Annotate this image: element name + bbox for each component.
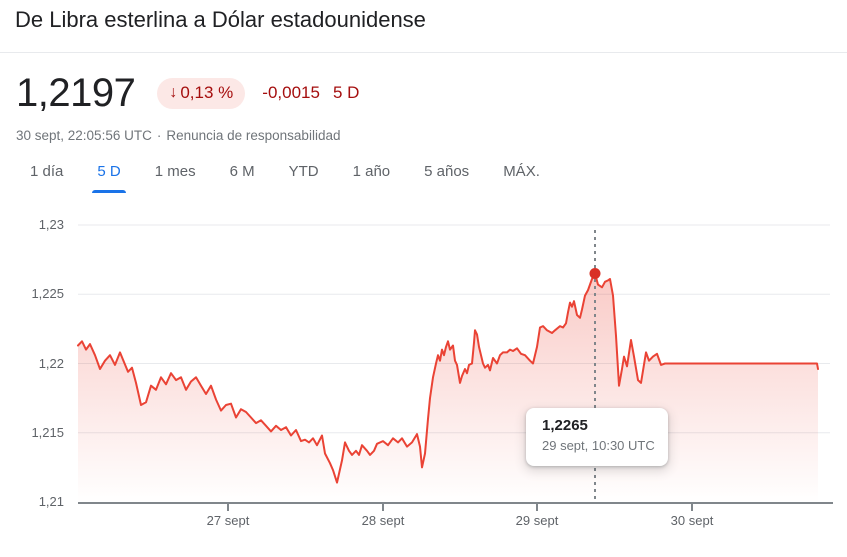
y-axis-label: 1,21 [38,494,64,509]
change-badge: ↓ 0,13 % [157,77,246,109]
y-axis-label: 1,22 [38,355,64,371]
tab-5-anos[interactable]: 5 años [424,163,470,180]
y-axis-label: 1,215 [31,424,64,440]
price-line [77,272,819,484]
x-axis-label: 30 sept [670,513,714,528]
change-absolute: -0,0015 5 D [262,83,359,103]
marker-dot [589,267,601,279]
y-axis-label: 1,225 [31,286,64,302]
arrow-down-icon: ↓ [169,84,178,101]
tab-max[interactable]: MÁX. [503,163,540,180]
tooltip-time: 29 sept, 10:30 UTC [542,438,655,453]
header-divider [0,52,847,53]
separator-dot: · [156,128,162,143]
change-value: -0,0015 [262,83,320,102]
x-axis-label: 27 sept [206,513,250,528]
tab-1-mes[interactable]: 1 mes [154,163,196,180]
area-fill [78,273,818,503]
tab-6-m[interactable]: 6 M [229,163,255,180]
page-title: De Libra esterlina a Dólar estadounidens… [15,7,426,32]
tab-1-dia[interactable]: 1 día [30,163,64,180]
quote-row: 1,2197 ↓ 0,13 % -0,0015 5 D [16,73,359,113]
timestamp-text: 30 sept, 22:05:56 UTC [16,128,152,143]
x-axis-label: 29 sept [515,513,559,528]
tab-1-ano[interactable]: 1 año [352,163,391,180]
tooltip-value: 1,2265 [542,417,588,434]
change-period: 5 D [332,83,360,102]
quote-timestamp: 30 sept, 22:05:56 UTC · Renuncia de respon… [16,128,340,143]
disclaimer-link[interactable]: Renuncia de responsabilidad [166,128,341,143]
range-tabs: 1 día 5 D 1 mes 6 M YTD 1 año 5 años MÁX. [28,157,542,193]
chart-tooltip: 1,2265 29 sept, 10:30 UTC [526,408,668,466]
tab-ytd[interactable]: YTD [288,163,319,180]
y-axis-label: 1,23 [38,217,64,232]
x-axis-label: 28 sept [361,513,405,528]
change-percent: 0,13 % [180,83,234,102]
tab-5-d[interactable]: 5 D [92,157,127,193]
price-value: 1,2197 [16,71,136,115]
